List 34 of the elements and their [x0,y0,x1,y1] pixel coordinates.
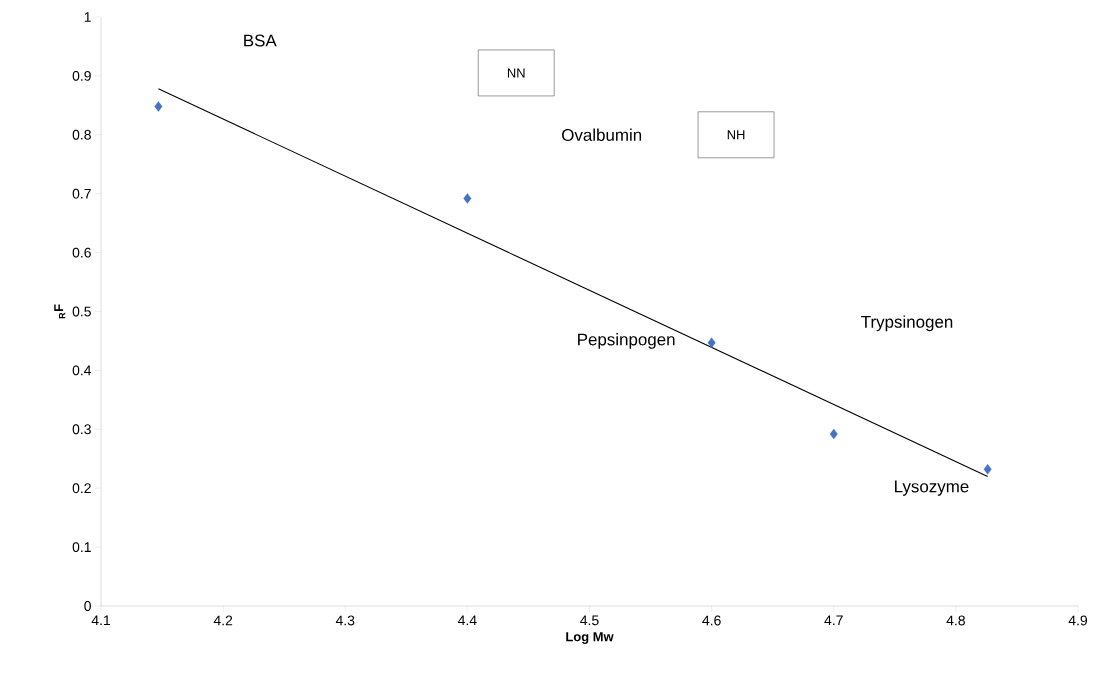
x-tick-label: 4.2 [213,615,233,626]
annotation: NH [727,130,745,140]
x-tick-label: 4.1 [91,615,111,626]
annotation: Pepsinpogen [578,333,675,349]
x-tick-label: 4.6 [702,615,721,626]
point [829,428,838,440]
y-axis-title: $_{R}$F [54,304,66,319]
y-tick-label: 0.5 [72,306,91,317]
annotation: Ovalbumin [562,128,642,142]
annotation: Trypsinogen [861,315,953,332]
x-tick-label: 4.5 [580,615,599,626]
y-tick-label: 0.7 [72,188,91,199]
x-tick-label: 4.8 [946,615,965,626]
y-tick-label: 0.3 [72,424,91,435]
y-tick-label: 0 [84,601,91,611]
point [154,101,163,112]
x-tick-label: 4.9 [1068,615,1088,626]
annotation: NN [507,68,525,78]
y-tick-label: 0.6 [72,247,91,258]
y-tick-label: 0.2 [72,483,91,494]
y-tick-label: 1 [84,12,91,22]
point [983,464,992,475]
x-axis-title: Log Mw [566,632,614,644]
x-tick-label: 4.3 [335,615,355,626]
annotation: Lysozyme [895,480,969,496]
y-tick-label: 0.4 [72,365,92,376]
point [707,337,716,348]
y-tick-label: 0.1 [72,542,91,553]
y-tick-label: 0.8 [72,129,91,140]
point [463,193,472,204]
annotation: BSA [244,34,277,47]
y-tick-label: 0.9 [72,70,91,81]
x-tick-label: 4.4 [458,615,477,626]
x-tick-label: 4.7 [824,615,843,626]
